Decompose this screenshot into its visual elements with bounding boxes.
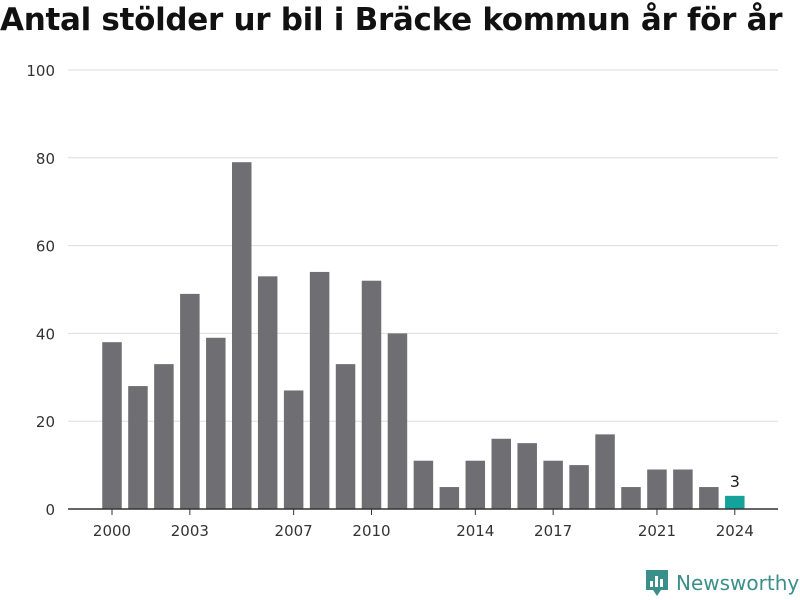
data-label: 3: [730, 472, 740, 491]
bar-2011: [387, 333, 408, 509]
newsworthy-logo: Newsworthy: [644, 568, 799, 598]
x-tick-label: 2000: [93, 522, 131, 540]
y-tick-label: 100: [26, 62, 55, 80]
x-tick-label: 2017: [534, 522, 572, 540]
bar-2020: [621, 487, 641, 509]
bar-2006: [257, 276, 278, 509]
y-tick-label: 0: [45, 501, 55, 519]
bar-2013: [439, 487, 460, 509]
bar-2019: [595, 434, 615, 509]
bar-2014: [465, 460, 486, 509]
x-tick-label: 2003: [171, 522, 209, 540]
bar-2010: [361, 280, 382, 509]
x-tick-label: 2021: [638, 522, 676, 540]
chart-title: Antal stölder ur bil i Bräcke kommun år …: [0, 2, 783, 38]
bar-2009: [335, 364, 356, 509]
bar-2008: [309, 271, 330, 509]
bar-2022: [673, 469, 693, 509]
bar-2004: [206, 337, 226, 509]
bar-2015: [491, 438, 511, 509]
newsworthy-chart-icon: [646, 570, 668, 596]
x-tick-label: 2014: [456, 522, 494, 540]
bar-2012: [413, 460, 434, 509]
y-tick-label: 40: [36, 325, 55, 343]
bar-2024: [725, 495, 745, 509]
bar-2016: [517, 443, 537, 509]
x-tick-label: 2024: [716, 522, 754, 540]
y-tick-label: 80: [36, 150, 55, 168]
logo-text: Newsworthy: [676, 571, 800, 595]
bar-2017: [543, 460, 563, 509]
y-tick-label: 20: [36, 413, 55, 431]
x-tick-label: 2010: [352, 522, 390, 540]
bar-2001: [128, 386, 148, 509]
bar-2005: [232, 162, 252, 509]
bar-2000: [102, 342, 122, 509]
bar-2002: [154, 364, 174, 509]
bar-2021: [647, 469, 667, 509]
bar-2003: [180, 293, 200, 509]
x-tick-label: 2007: [275, 522, 313, 540]
y-tick-label: 60: [36, 238, 55, 256]
bar-2007: [283, 390, 304, 509]
bar-2018: [569, 465, 589, 509]
bar-2023: [699, 487, 719, 509]
